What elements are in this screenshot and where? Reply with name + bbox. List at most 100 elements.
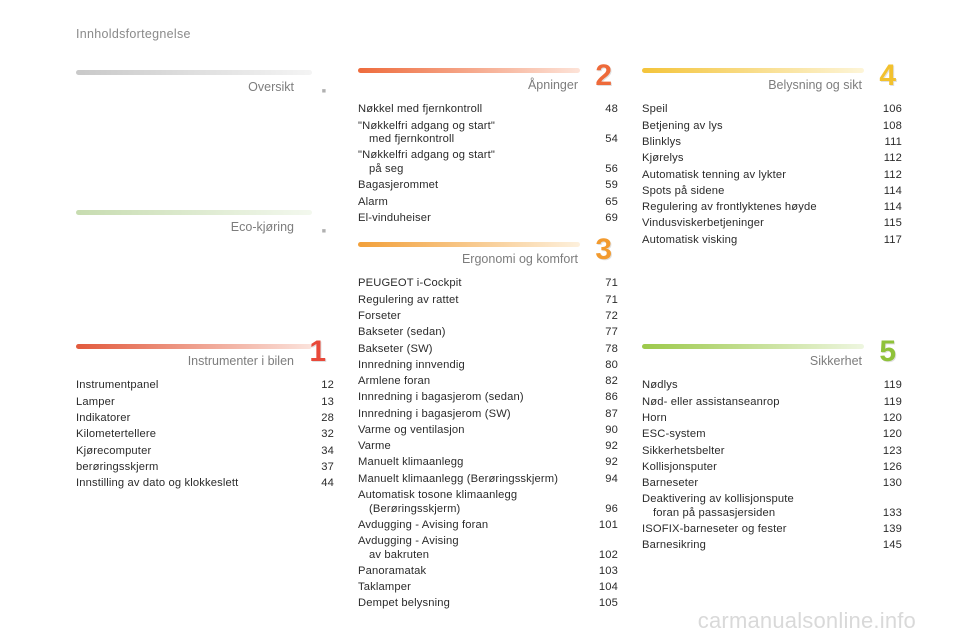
toc-list: PEUGEOT i-Cockpit 71 Regulering av rattet 7…	[358, 276, 618, 612]
toc-entry[interactable]: Indikatorer 28	[76, 411, 334, 427]
toc-entry[interactable]: PEUGEOT i-Cockpit 71	[358, 276, 618, 292]
section-eco-kjoring: Eco-kjøring ■	[76, 208, 334, 244]
toc-entry-page: 112	[883, 168, 902, 181]
section-title: Oversikt	[248, 80, 294, 94]
toc-entry-page: 114	[883, 184, 902, 197]
toc-entry[interactable]: Barneseter 130	[642, 476, 902, 492]
toc-entry-page: 71	[605, 293, 618, 306]
toc-entry[interactable]: ISOFIX-barneseter og fester 139	[642, 522, 902, 538]
section-bar	[642, 344, 864, 349]
toc-entry[interactable]: El-vinduheiser 69	[358, 210, 618, 226]
toc-entry[interactable]: Automatisk tenning av lykter 112	[642, 167, 902, 183]
toc-entry[interactable]: Regulering av rattet 71	[358, 292, 618, 308]
toc-entry[interactable]: Bakseter (sedan) 77	[358, 325, 618, 341]
section-bar	[358, 242, 580, 247]
toc-entry-page: 103	[598, 564, 618, 577]
toc-entry[interactable]: Kjørelys 112	[642, 151, 902, 167]
section-number: 2	[595, 59, 612, 92]
page-title: Innholdsfortegnelse	[76, 27, 191, 41]
toc-entry[interactable]: Nødlys 119	[642, 378, 902, 394]
toc-entry-page: 92	[605, 440, 618, 453]
toc-entry[interactable]: Forseter 72	[358, 309, 618, 325]
toc-entry-page: 106	[882, 103, 902, 116]
toc-entry-title: Innredning innvendig	[358, 358, 465, 371]
toc-entry[interactable]: Betjening av lys 108	[642, 118, 902, 134]
section-title: Sikkerhet	[809, 354, 862, 368]
section-number: 3	[595, 233, 612, 266]
toc-entry[interactable]: Varme og ventilasjon 90	[358, 423, 618, 439]
toc-entry-page: 119	[883, 395, 902, 408]
toc-entry-title: Regulering av rattet	[358, 293, 459, 306]
toc-entry[interactable]: Avdugging - Avising foran 101	[358, 517, 618, 533]
toc-entry-title: Kjørecomputer	[76, 444, 152, 457]
toc-entry[interactable]: "Nøkkelfri adgang og start" med fjernkont…	[358, 118, 618, 148]
section-title: Ergonomi og komfort	[461, 252, 578, 266]
toc-entry[interactable]: Panoramatak 103	[358, 564, 618, 580]
toc-entry-page: 104	[598, 581, 618, 594]
toc-entry-page: 112	[883, 152, 902, 165]
toc-entry[interactable]: Avdugging - Avising av bakruten 102	[358, 534, 618, 564]
section-marker-icon: ■	[321, 88, 326, 95]
toc-entry[interactable]: Spots på sidene 114	[642, 183, 902, 199]
toc-entry-page: 32	[321, 428, 334, 441]
toc-entry[interactable]: Nød- eller assistanseanrop 119	[642, 394, 902, 410]
toc-entry-title: El-vinduheiser	[358, 211, 431, 224]
toc-entry[interactable]: Innstilling av dato og klokkeslett 44	[76, 476, 334, 492]
toc-entry-title: Armlene foran	[358, 375, 431, 388]
toc-entry[interactable]: Manuelt klimaanlegg (Berøringsskjerm) 94	[358, 471, 618, 487]
toc-entry[interactable]: Bakseter (SW) 78	[358, 341, 618, 357]
toc-entry[interactable]: Horn 120	[642, 411, 902, 427]
toc-entry-page: 56	[605, 162, 618, 175]
toc-entry-title: Automatisk tenning av lykter	[642, 168, 787, 181]
toc-entry-page: 86	[605, 391, 618, 404]
toc-entry[interactable]: Barnesikring 145	[642, 538, 902, 554]
toc-entry[interactable]: "Nøkkelfri adgang og start" på seg 56	[358, 148, 618, 178]
toc-entry-title: Avdugging - Avising foran	[358, 518, 489, 531]
toc-entry[interactable]: Regulering av frontlyktenes høyde 114	[642, 200, 902, 216]
section-belysning: Belysning og sikt 4 Speil 106 Betjening av…	[642, 59, 902, 249]
toc-entry[interactable]: Nøkkel med fjernkontroll 48	[358, 102, 618, 118]
section-title: Belysning og sikt	[768, 78, 862, 92]
toc-entry[interactable]: Dempet belysning 105	[358, 596, 618, 612]
toc-entry[interactable]: berøringsskjerm 37	[76, 459, 334, 475]
toc-entry-page: 13	[321, 395, 334, 408]
toc-entry[interactable]: Instrumentpanel 12	[76, 378, 334, 394]
toc-entry[interactable]: Blinklys 111	[642, 135, 902, 151]
toc-entry[interactable]: Speil 106	[642, 102, 902, 118]
toc-entry-page: 78	[605, 342, 618, 355]
toc-entry[interactable]: Kilometertellere 32	[76, 427, 334, 443]
toc-entry-title: Blinklys	[642, 135, 682, 148]
toc-entry-title: ESC-system	[642, 428, 706, 441]
toc-entry-page: 87	[605, 407, 618, 420]
toc-entry[interactable]: Innredning innvendig 80	[358, 357, 618, 373]
toc-entry-title: Bakseter (SW)	[358, 342, 433, 355]
toc-entry-page: 139	[882, 523, 902, 536]
toc-entry[interactable]: Automatisk visking 117	[642, 232, 902, 248]
toc-entry-title: Barneseter	[642, 477, 699, 490]
toc-entry-page: 37	[321, 460, 334, 473]
toc-entry[interactable]: ESC-system 120	[642, 427, 902, 443]
toc-entry[interactable]: Manuelt klimaanlegg 92	[358, 455, 618, 471]
toc-entry[interactable]: Automatisk tosone klimaanlegg (Berøringss…	[358, 488, 618, 518]
toc-entry-title: Manuelt klimaanlegg	[358, 456, 464, 469]
toc-entry[interactable]: Varme 92	[358, 439, 618, 455]
toc-entry[interactable]: Sikkerhetsbelter 123	[642, 443, 902, 459]
section-number: 4	[879, 59, 896, 92]
toc-entry-title: Instrumentpanel	[76, 379, 159, 392]
toc-entry[interactable]: Kollisjonsputer 126	[642, 459, 902, 475]
toc-entry[interactable]: Kjørecomputer 34	[76, 443, 334, 459]
toc-entry[interactable]: Bagasjerommet 59	[358, 178, 618, 194]
toc-list: Speil 106 Betjening av lys 108 Blinklys 111 Kj…	[642, 102, 902, 249]
toc-entry[interactable]: Armlene foran 82	[358, 374, 618, 390]
toc-entry[interactable]: Vindusviskerbetjeninger 115	[642, 216, 902, 232]
toc-entry[interactable]: Innredning i bagasjerom (SW) 87	[358, 406, 618, 422]
toc-entry[interactable]: Alarm 65	[358, 194, 618, 210]
toc-entry[interactable]: Lamper 13	[76, 394, 334, 410]
toc-entry-page: 117	[883, 233, 902, 246]
toc-entry-title: Varme	[358, 440, 391, 453]
toc-entry[interactable]: Innredning i bagasjerom (sedan) 86	[358, 390, 618, 406]
section-apninger: Åpninger 2 Nøkkel med fjernkontroll 48 "Nø…	[358, 59, 618, 227]
toc-entry[interactable]: Taklamper 104	[358, 580, 618, 596]
toc-entry-title: Innredning i bagasjerom (sedan)	[358, 391, 524, 404]
toc-entry[interactable]: Deaktivering av kollisjonspute foran på p…	[642, 492, 902, 522]
